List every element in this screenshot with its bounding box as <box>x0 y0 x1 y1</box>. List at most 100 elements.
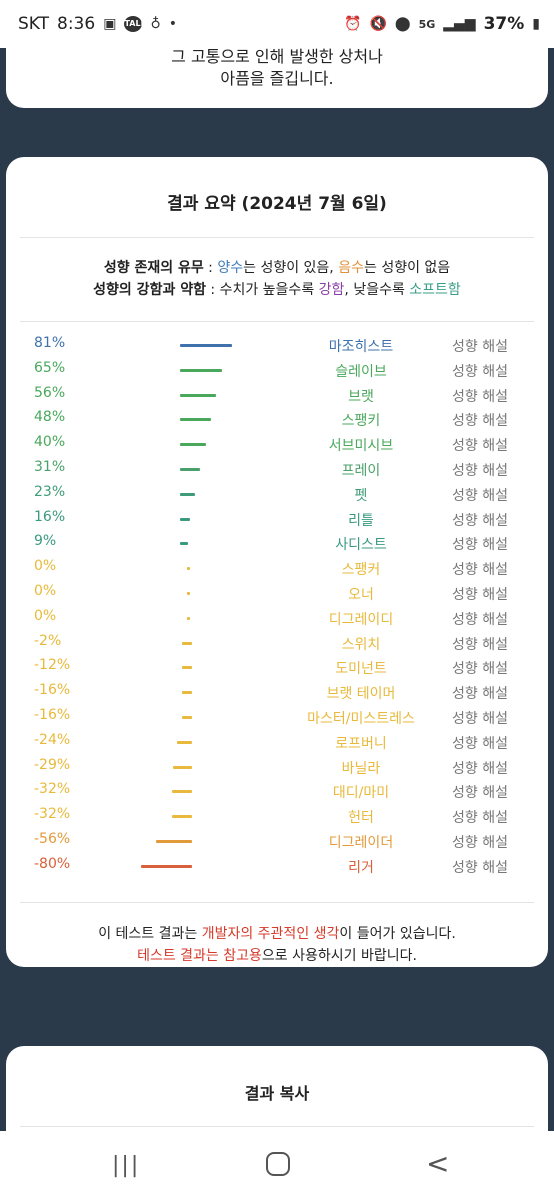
tendency-explain-link[interactable]: 성향 해설 <box>452 339 508 355</box>
tendency-row: 48% 스팽키 성향 해설 <box>6 409 548 433</box>
tendency-explain-link[interactable]: 성향 해설 <box>452 636 508 653</box>
tendency-row: 16% 리틀 성향 해설 <box>6 509 548 533</box>
tendency-row: 31% 프레이 성향 해설 <box>6 459 548 483</box>
tendency-name: 마조히스트 <box>328 339 394 355</box>
tendency-name: 스팽키 <box>341 413 381 430</box>
tendency-bar <box>180 393 216 397</box>
disclaimer-text: 이 들어가 있습니다. <box>339 926 456 942</box>
tendency-row: -16% 마스터/미스트레스 성향 해설 <box>6 707 548 731</box>
tendency-explain-link[interactable]: 성향 해설 <box>452 611 508 628</box>
tendency-explain-link[interactable]: 성향 해설 <box>452 785 508 802</box>
signal-icon: ▂▄▆ <box>443 16 476 32</box>
tendency-bar <box>181 691 192 695</box>
tendency-name: 바닐라 <box>341 760 381 777</box>
tendency-explain-link[interactable]: 성향 해설 <box>452 388 508 405</box>
tendency-explain-link[interactable]: 성향 해설 <box>452 438 508 455</box>
legend-presence: 성향 존재의 유무 : 양수는 성향이 있음, 음수는 성향이 없음 <box>6 257 548 277</box>
recent-apps-icon[interactable]: ||| <box>112 1153 141 1178</box>
battery-level: 37% <box>483 14 525 34</box>
tendency-name: 서브미시브 <box>328 438 394 455</box>
tendency-bar <box>173 765 192 769</box>
tendency-row: 9% 사디스트 성향 해설 <box>6 533 548 557</box>
tendency-explain-link[interactable]: 성향 해설 <box>452 735 508 752</box>
tendency-name: 브랫 테이머 <box>326 686 396 703</box>
tendency-percent: 9% <box>34 533 57 550</box>
legend-strength: 성향의 강함과 약함 : 수치가 높을수록 강함, 낮을수록 소프트함 <box>6 279 548 299</box>
back-icon[interactable]: < <box>426 1147 450 1180</box>
tendency-name: 슬레이브 <box>335 363 387 380</box>
legend-sep: : <box>203 260 218 276</box>
tendency-bar <box>176 740 192 744</box>
tendency-explain-link[interactable]: 성향 해설 <box>452 859 508 876</box>
tendency-row: 23% 펫 성향 해설 <box>6 484 548 508</box>
tendency-percent: -56% <box>34 831 71 847</box>
divider <box>20 237 534 238</box>
tendency-name: 브랫 <box>348 388 374 405</box>
tendency-bar <box>180 468 200 471</box>
tendency-percent: -80% <box>34 855 71 872</box>
tendency-bar <box>171 815 192 819</box>
tendency-explain-link[interactable]: 성향 해설 <box>452 487 508 504</box>
tendency-bar <box>156 840 192 843</box>
tendency-explain-link[interactable]: 성향 해설 <box>452 463 508 479</box>
tendency-percent: -16% <box>34 682 71 699</box>
app-notification-icon: ♁ <box>150 16 161 32</box>
more-notifications-icon: • <box>168 16 177 32</box>
tendency-explain-link[interactable]: 성향 해설 <box>452 835 508 851</box>
copy-title: 결과 복사 <box>244 1084 310 1103</box>
tendency-bar <box>171 790 192 794</box>
tendency-explain-link[interactable]: 성향 해설 <box>452 363 508 380</box>
result-summary-card: 결과 요약 (2024년 7월 6일) 성향 존재의 유무 : 양수는 성향이 … <box>6 157 548 967</box>
tendency-explain-link[interactable]: 성향 해설 <box>452 661 508 678</box>
network-5g-icon: 5G <box>418 17 436 31</box>
disclaimer-highlight: 개발자의 주관적인 생각 <box>201 926 340 942</box>
tendency-name: 사디스트 <box>335 537 387 554</box>
tendency-row: 65% 슬레이브 성향 해설 <box>6 360 548 384</box>
tendency-name: 오너 <box>348 587 374 603</box>
disclaimer-text: 이 테스트 결과는 <box>98 926 202 942</box>
disclaimer-text: 으로 사용하시기 바랍니다. <box>261 948 417 964</box>
tendency-explain-link[interactable]: 성향 해설 <box>452 562 508 579</box>
tendency-explain-link[interactable]: 성향 해설 <box>452 587 508 603</box>
tendency-row: -56% 디그레이더 성향 해설 <box>6 831 548 855</box>
tendency-percent: -16% <box>34 707 71 723</box>
tendency-name: 대디/마미 <box>332 785 390 802</box>
alarm-icon: ⏰ <box>344 16 362 32</box>
tendency-row: -12% 도미넌트 성향 해설 <box>6 657 548 681</box>
battery-icon: ▮ <box>532 16 540 32</box>
tendency-percent: -12% <box>34 657 71 674</box>
tendency-explain-link[interactable]: 성향 해설 <box>452 413 508 430</box>
tendency-explain-link[interactable]: 성향 해설 <box>452 537 508 554</box>
tendency-row: 40% 서브미시브 성향 해설 <box>6 434 548 458</box>
tendency-explain-link[interactable]: 성향 해설 <box>452 760 508 777</box>
tendency-name: 마스터/미스트레스 <box>307 711 415 727</box>
carrier-label: SKT <box>18 14 50 34</box>
tendency-explain-link[interactable]: 성향 해설 <box>452 512 508 529</box>
legend-text: : 수치가 높을수록 <box>205 282 319 298</box>
tendency-explain-link[interactable]: 성향 해설 <box>452 686 508 703</box>
tendency-percent: 65% <box>34 359 66 376</box>
tendency-bar <box>186 616 190 620</box>
home-icon[interactable] <box>266 1152 290 1176</box>
tendency-row: -32% 헌터 성향 해설 <box>6 806 548 830</box>
tendency-row: -24% 로프버니 성향 해설 <box>6 732 548 756</box>
tendency-bar <box>186 567 190 571</box>
tendency-row: 81% 마조히스트 성향 해설 <box>6 335 548 359</box>
tendency-bar <box>180 368 222 372</box>
mute-icon: 🔇 <box>369 16 387 32</box>
tendency-row: -2% 스위치 성향 해설 <box>6 633 548 657</box>
tendency-percent: 48% <box>34 409 66 426</box>
legend-negative: 음수 <box>338 260 364 276</box>
location-icon: ⬤ <box>394 16 411 32</box>
tendency-explain-link[interactable]: 성향 해설 <box>452 711 508 727</box>
tendency-bar <box>180 344 232 347</box>
tendency-percent: 16% <box>34 508 66 525</box>
tendency-percent: 0% <box>34 607 57 624</box>
clock: 8:36 <box>57 14 96 34</box>
tendency-percent: -29% <box>34 756 71 773</box>
disclaimer-line-2: 테스트 결과는 참고용으로 사용하시기 바랍니다. <box>6 945 548 965</box>
legend-positive: 양수 <box>217 260 244 276</box>
tendency-explain-link[interactable]: 성향 해설 <box>452 810 508 827</box>
kakaotalk-icon: TALK <box>124 16 147 32</box>
tendency-percent: -2% <box>34 632 62 649</box>
